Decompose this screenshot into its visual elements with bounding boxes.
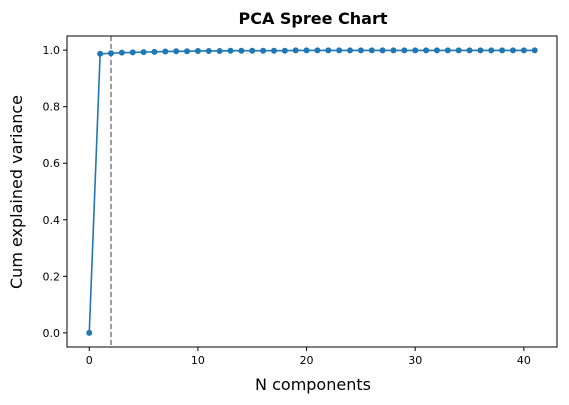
data-point (140, 49, 147, 56)
data-point (194, 47, 201, 54)
data-point (97, 50, 104, 57)
data-point (357, 47, 364, 54)
data-point (227, 47, 234, 54)
y-tick-label: 0.0 (43, 327, 61, 340)
data-point (444, 47, 451, 54)
data-point (270, 47, 277, 54)
data-point (499, 47, 506, 54)
data-point (423, 47, 430, 54)
data-point (303, 47, 310, 54)
data-point (238, 47, 245, 54)
data-point (488, 47, 495, 54)
x-axis-label: N components (255, 375, 371, 394)
data-point (336, 47, 343, 54)
x-tick-label: 0 (86, 354, 93, 367)
chart-title: PCA Spree Chart (238, 9, 387, 28)
series-line (88, 49, 535, 333)
data-point (412, 47, 419, 54)
data-point (379, 47, 386, 54)
data-point (347, 47, 354, 54)
y-tick-label: 0.2 (43, 270, 61, 283)
data-point (477, 47, 484, 54)
plot-area: 0 10 20 30 40 0.0 0.2 0.4 0.6 0.8 1.0 (43, 35, 558, 367)
data-point (173, 48, 180, 55)
data-point (216, 47, 223, 54)
x-tick-label: 40 (517, 354, 531, 367)
data-point (390, 47, 397, 54)
data-point (86, 329, 93, 336)
data-point (249, 47, 256, 54)
data-point (260, 47, 267, 54)
plot-frame (66, 35, 558, 348)
data-point (466, 47, 473, 54)
y-tick-label: 1.0 (43, 44, 61, 57)
data-point (184, 48, 191, 55)
data-point (129, 49, 136, 56)
data-point (281, 47, 288, 54)
data-point (108, 50, 115, 57)
data-point (520, 47, 527, 54)
x-tick-label: 10 (191, 354, 205, 367)
y-tick-label: 0.8 (43, 101, 61, 114)
data-point (151, 48, 158, 55)
data-point (455, 47, 462, 54)
data-point (509, 47, 516, 54)
data-point (401, 47, 408, 54)
data-point (292, 47, 299, 54)
y-tick-label: 0.4 (43, 214, 61, 227)
data-point (205, 47, 212, 54)
y-axis-label: Cum explained variance (7, 95, 26, 289)
data-point (531, 47, 538, 54)
x-tick-label: 20 (300, 354, 314, 367)
data-point (162, 48, 169, 55)
data-point (368, 47, 375, 54)
data-point (118, 49, 125, 56)
y-tick-label: 0.6 (43, 157, 61, 170)
x-tick-label: 30 (408, 354, 422, 367)
data-point (314, 47, 321, 54)
data-point (433, 47, 440, 54)
data-point (325, 47, 332, 54)
